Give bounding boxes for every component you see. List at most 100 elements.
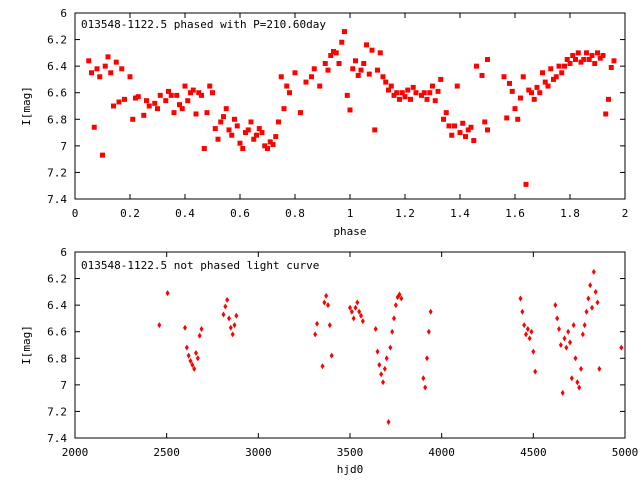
phased-data-point [152, 100, 158, 106]
unphased-data-point [390, 328, 395, 335]
phased-data-point [179, 106, 185, 112]
phased-data-point [287, 90, 292, 96]
phased-data-point [273, 134, 279, 140]
phased-axis-ticks: 0 0.2 0.4 0.6 0.8 1 1.2 1.4 1.6 1.8 2 6 6.2 6.4 6.6 6.8… [47, 7, 628, 220]
phased-data-point [245, 127, 251, 133]
phased-data-point [188, 90, 193, 96]
phased-data-point [399, 90, 405, 96]
phased-data-point [248, 119, 254, 125]
phased-data-point [592, 60, 598, 66]
unphased-data-point [569, 375, 574, 382]
unphased-data-point [571, 322, 576, 329]
unphased-data-point [165, 290, 170, 297]
unphased-data-point [225, 296, 230, 303]
unphased-y-tick-label: 6.8 [47, 352, 67, 365]
phased-data-point [394, 90, 400, 96]
unphased-data-point [393, 302, 398, 309]
phased-data-point [405, 87, 411, 93]
unphased-data-point [566, 328, 571, 335]
phased-data-point [229, 132, 235, 138]
phased-data-point [595, 50, 600, 56]
phased-data-point [100, 152, 105, 158]
phased-x-tick-label: 1.8 [560, 207, 580, 220]
phased-data-point [204, 110, 210, 116]
phased-data-point [449, 132, 455, 138]
unphased-data-point [359, 312, 363, 319]
unphased-y-tick-label: 6.2 [47, 273, 67, 286]
phased-data-point [210, 90, 215, 96]
unphased-data-point [423, 384, 428, 391]
phased-data-point [177, 102, 182, 108]
phased-data-point [372, 127, 378, 133]
unphased-data-point [197, 332, 202, 339]
phased-data-point [347, 107, 353, 113]
phased-data-point [89, 70, 94, 76]
unphased-data-point [518, 295, 523, 302]
phased-y-tick-label: 6.4 [47, 60, 67, 73]
unphased-data-point [324, 292, 329, 299]
phased-data-point [512, 106, 518, 112]
phased-data-point [600, 53, 606, 59]
unphased-data-point [527, 335, 532, 342]
phased-data-point [507, 80, 512, 86]
phased-data-point [127, 74, 133, 80]
phased-data-point [380, 74, 386, 80]
phased-data-point [199, 92, 204, 98]
unphased-data-point [227, 315, 231, 322]
unphased-data-point [558, 342, 563, 348]
phased-data-point [116, 99, 122, 105]
unphased-x-tick-label: 4000 [428, 446, 455, 459]
phased-data-point [564, 57, 570, 62]
phased-data-point [342, 29, 347, 35]
phased-data-point [515, 116, 521, 122]
unphased-data-point [586, 295, 591, 302]
unphased-data-point [327, 322, 332, 329]
phased-x-tick-label: 1.4 [450, 207, 470, 220]
phased-data-point [553, 74, 559, 80]
unphased-data-point [228, 324, 233, 331]
unphased-data-point [375, 348, 380, 355]
phased-data-point [479, 72, 485, 78]
phased-data-point [226, 127, 232, 133]
unphased-data-point [579, 365, 583, 372]
phased-data-point [256, 126, 262, 132]
phased-data-point [586, 57, 592, 62]
unphased-data-point [234, 312, 239, 319]
unphased-data-point [577, 384, 582, 391]
unphased-data-point [392, 315, 396, 322]
phased-data-point [441, 116, 446, 122]
unphased-data-point [529, 328, 534, 335]
unphased-data-point [531, 348, 536, 355]
unphased-data-point [575, 379, 580, 386]
phased-data-point [413, 90, 419, 96]
phased-data-point [556, 63, 562, 69]
phased-data-point [311, 66, 317, 72]
unphased-data-point [373, 326, 378, 333]
phased-x-tick-label: 0.2 [120, 207, 140, 220]
phased-data-point [375, 67, 380, 73]
phased-data-point [457, 130, 463, 136]
phased-data-point [361, 60, 367, 66]
phased-x-tick-label: 2 [622, 207, 629, 220]
unphased-data-points [157, 268, 624, 426]
phased-data-point [548, 66, 554, 72]
phased-data-point [113, 59, 119, 65]
phased-data-point [573, 57, 578, 62]
unphased-data-point [591, 268, 596, 275]
phased-data-point [421, 90, 427, 96]
unphased-data-point [553, 302, 558, 309]
unphased-y-tick-label: 7.2 [47, 405, 67, 418]
unphased-data-point [555, 315, 560, 322]
unphased-data-point [190, 361, 195, 368]
phased-y-axis-label: I[mag] [20, 86, 33, 126]
unphased-data-point [588, 282, 593, 289]
unphased-data-point [230, 331, 235, 338]
phased-data-point [309, 74, 314, 80]
unphased-data-point [192, 365, 197, 372]
phased-y-tick-label: 7.4 [47, 193, 67, 206]
phased-data-point [262, 143, 268, 149]
unphased-data-point [568, 339, 572, 346]
phased-data-point [581, 57, 587, 62]
phased-data-point [303, 79, 309, 85]
